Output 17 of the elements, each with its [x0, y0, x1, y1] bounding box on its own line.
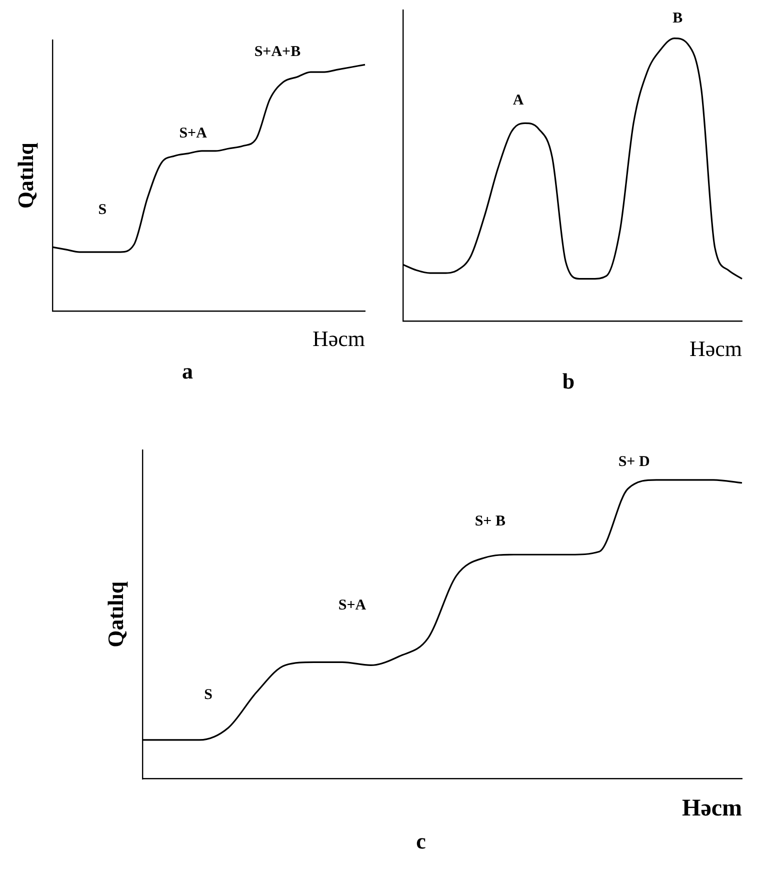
- annotation: A: [512, 92, 524, 108]
- text: S+ D: [618, 454, 650, 470]
- x-axis-title: Həcm: [682, 795, 742, 822]
- text: B: [672, 10, 683, 26]
- annotation: S: [204, 686, 213, 703]
- text: S+A+B: [254, 44, 301, 60]
- annotation: S+ B: [474, 514, 506, 530]
- x-axis-title: Həcm: [689, 336, 742, 362]
- annotation: S+A: [179, 126, 208, 142]
- x-axis-title: Həcm: [312, 326, 365, 352]
- y-axis-title: Qatılıq: [102, 580, 128, 648]
- text: b: [562, 368, 575, 394]
- annotation: S+A: [338, 597, 366, 614]
- y-axis-title: Qatılıq: [12, 142, 38, 209]
- text: c: [416, 828, 426, 854]
- text: a: [182, 358, 193, 384]
- annotation: S: [98, 202, 107, 218]
